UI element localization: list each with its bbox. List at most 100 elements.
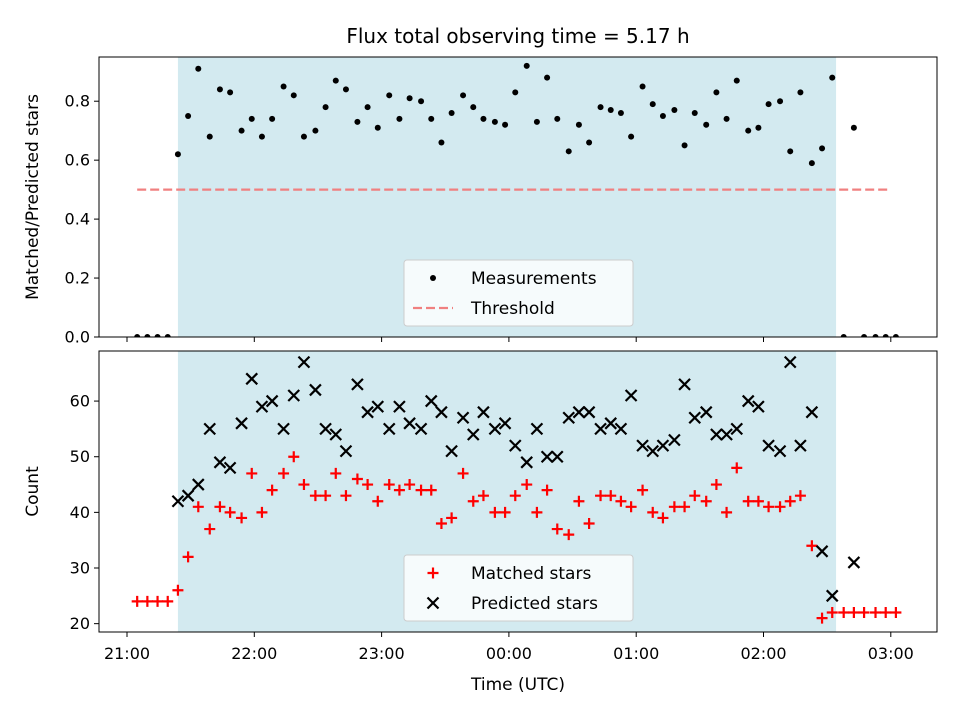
measurement-point [659,112,666,119]
measurement-point [290,92,297,99]
measurement-point [396,115,403,122]
predicted-star-marker [582,405,596,419]
measurement-point [238,127,245,134]
matched-star-marker [298,479,310,491]
measurement-point [227,89,234,96]
measurement-point [134,334,141,337]
matched-star-marker [425,484,437,496]
measurement-point [617,110,624,116]
predicted-star-marker [361,405,374,419]
matched-star-marker [236,512,248,524]
predicted-star-marker [203,422,217,436]
predicted-star-marker [508,439,522,452]
matched-star-marker [521,479,533,491]
counts-panel: 20 30 40 50 60 21:00 22:00 23:00 00:00 01:00 02:00… [23,350,938,663]
predicted-star-marker [847,556,861,569]
matched-star-marker [214,501,226,513]
legend-box [403,259,634,327]
measurement-point [586,139,593,146]
predicted-star-marker [815,545,829,558]
matched-star-marker [309,490,321,502]
matched-star-marker [404,479,416,491]
measurement-point [872,334,879,337]
measurement-point [386,92,393,99]
measurement-point [745,127,752,134]
predicted-star-marker [192,478,205,491]
predicted-star-marker [351,378,364,391]
predicted-star-marker [277,422,290,436]
measurement-point [554,115,561,122]
measurement-point [575,121,582,128]
measurement-point [787,148,794,155]
measurement-point [216,86,223,93]
y-tick-label: 0.4 [65,210,90,229]
y-tick-label: 40 [70,503,90,522]
measurement-point [206,133,213,140]
measurement-point [185,112,192,119]
y-axis-title: Count [23,466,43,517]
predicted-star-marker [393,400,406,413]
predicted-star-marker [213,456,227,469]
predicted-star-marker [730,422,744,436]
predicted-star-marker [794,439,807,452]
matched-star-marker [224,506,236,518]
predicted-star-marker [477,405,490,419]
chart-title: Flux total observing time = 5.17 h [346,24,689,48]
matched-star-marker [742,495,754,507]
matched-star-marker [499,506,511,518]
matched-star-marker [489,506,501,518]
measurement-point [438,139,445,146]
y-axis-title: Matched/Predicted stars [23,94,43,300]
predicted-star-marker [550,450,564,464]
measurement-point [681,142,688,149]
measurement-point [829,74,836,81]
predicted-star-marker [265,394,279,408]
measurement-point [713,89,720,96]
predicted-star-marker [646,444,660,458]
predicted-star-marker [319,422,332,436]
predicted-star-marker [382,422,396,436]
measurement-point [691,110,698,116]
measurement-point [280,83,287,90]
matched-star-marker [668,501,680,513]
matched-star-marker [870,607,882,619]
matched-star-marker [647,506,659,518]
y-tick-label: 30 [70,559,90,578]
matched-star-marker [162,595,174,607]
y-tick-label: 0.6 [65,151,90,170]
measurement-point [649,101,656,108]
measurement-point [374,124,381,131]
measurement-point [703,121,710,128]
y-tick-label: 0.2 [65,269,90,288]
matched-star-marker [890,607,902,619]
matched-star-marker [573,495,585,507]
predicted-star-marker [688,411,702,425]
predicted-star-marker [562,411,576,425]
measurement-point [597,104,604,111]
predicted-star-marker [520,456,533,469]
y-tick-label: 50 [70,447,90,466]
ratio-axes-frame [98,56,938,338]
predicted-star-marker [171,494,185,508]
legend-label: Measurements [471,269,597,289]
measurement-point [354,118,361,125]
measurement-point [269,115,276,122]
measurement-point [470,104,477,111]
matched-star-marker [477,490,489,502]
predicted-star-marker [339,444,353,458]
matched-star-marker [172,584,184,596]
measurement-point [342,86,349,93]
predicted-star-marker [530,422,544,436]
matched-star-marker [752,495,764,507]
measurement-point [819,145,826,152]
legend-matched-swatch [427,567,439,579]
measurement-point [512,89,519,96]
matched-star-marker [858,607,870,619]
measurement-point [406,95,413,102]
matched-star-marker [731,462,743,474]
measurement-point [565,148,572,155]
predicted-star-marker [614,422,628,436]
matched-star-marker [794,490,806,502]
measurement-point [639,83,646,90]
measurement-point [607,107,614,114]
